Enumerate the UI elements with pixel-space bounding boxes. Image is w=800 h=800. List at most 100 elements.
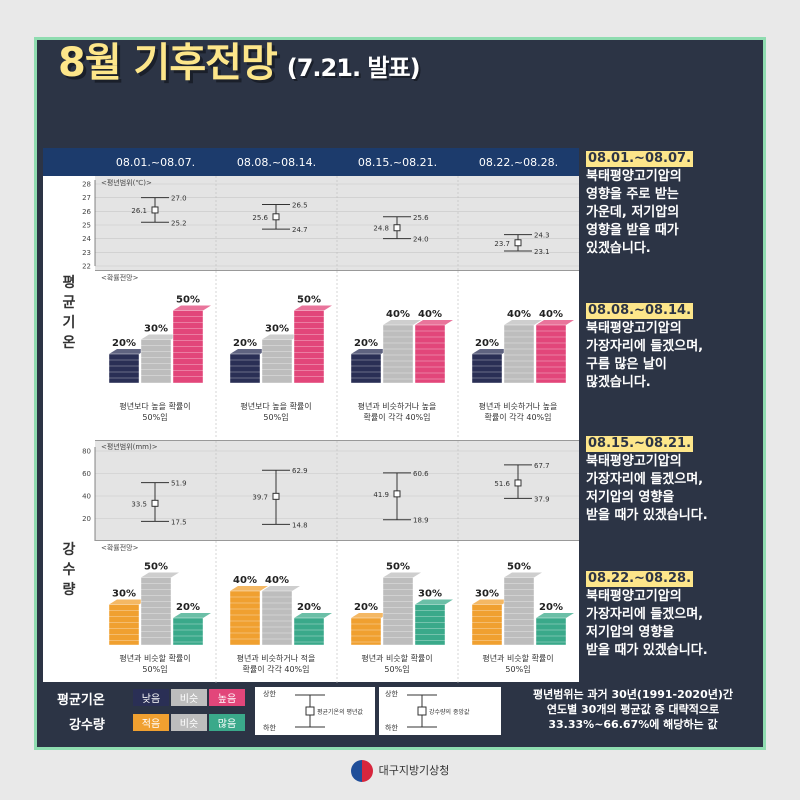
temp-prob-pct-normal: 40% [386, 309, 410, 320]
temp-prob-block-normal [503, 324, 535, 384]
precip-prob-block-top-high [173, 613, 211, 618]
precip-range-chart: 80 60 40 20 51.9 17.5 33.5 62.9 14.8 39.7 60.6 18.9… [82, 440, 579, 641]
legend-temp-upper: 상한 [263, 690, 276, 698]
precip-range-label: <평년범위(mm)> [101, 443, 158, 451]
temp-prob-block-top-normal [262, 334, 300, 340]
precip-prob-pct-low: 20% [354, 602, 378, 613]
range-group: 28 27 26 25 24 23 22 27.0 25.2 26.1 26.5 24.7 25.6 25… [82, 176, 579, 376]
temp-prob-block-top-low [109, 349, 147, 354]
temp-range-mid-label: 26.1 [131, 207, 147, 215]
temp-range-tick-label: 24 [82, 235, 91, 243]
precip-caption-3: 평년과 비슷할 확률이 50%임 [361, 654, 433, 674]
precip-prob-block-top-low [230, 586, 268, 591]
temp-prob-block-low [108, 353, 140, 384]
header-corner [43, 148, 95, 176]
kma-logo-icon [350, 760, 373, 782]
temp-caption-2: 평년보다 높을 확률이 50%임 [240, 402, 312, 422]
legend-temp-normal: 비슷 [171, 689, 207, 706]
temp-prob-label: <확률전망> [101, 274, 139, 282]
temp-range-low-label: 23.1 [534, 248, 550, 256]
precip-range-low-label: 37.9 [534, 495, 550, 503]
period-header-4: 08.22.~08.28. [458, 148, 579, 176]
temp-caption-3: 평년과 비슷하거나 높을 확률이 각각 40%임 [357, 402, 437, 422]
temp-range-high-label: 27.0 [171, 195, 187, 203]
temp-range-label: <평년범위(℃)> [101, 179, 152, 187]
precip-range-low-label: 18.9 [413, 517, 429, 525]
page-title: 8월 기후전망 (7.21. 발표) [58, 30, 421, 88]
temp-prob-block-top-high [536, 320, 574, 325]
precip-prob-pct-normal: 50% [386, 562, 410, 573]
precip-prob-block-top-low [472, 599, 510, 605]
precip-caption-1: 평년과 비슷할 확률이 50%임 [119, 654, 191, 674]
temp-prob-block-top-high [415, 320, 453, 325]
precip-prob-pct-high: 20% [176, 602, 200, 613]
legend-precip-high: 많음 [209, 714, 245, 731]
temp-prob-pct-high: 50% [176, 295, 200, 306]
temp-prob-block-low [471, 353, 503, 384]
precip-range-high-label: 67.7 [534, 462, 550, 470]
temp-prob-block-top-low [230, 349, 268, 354]
precip-prob-block-low [350, 617, 382, 646]
temp-prob-block-top-normal [383, 320, 421, 325]
legend-temp-mid: 평균기온의 평년값 [317, 709, 364, 716]
precip-range-low-label: 14.8 [292, 521, 308, 529]
temp-prob-pct-normal: 30% [265, 324, 289, 335]
temp-range-low-label: 24.7 [292, 226, 308, 234]
note-3-date: 08.15.~08.21. [586, 436, 694, 452]
precip-prob-pct-normal: 50% [144, 562, 168, 573]
temp-range-low-label: 24.0 [413, 236, 429, 244]
precip-prob-block-low [471, 604, 503, 646]
temp-prob-block-top-normal [504, 320, 542, 325]
temp-range-svg: 28 27 26 25 24 23 22 27.0 25.2 26.1 26.5 24.7 25.6 25… [82, 176, 579, 376]
temp-range-mid-label: 24.8 [373, 225, 389, 233]
note-2-date: 08.08.~08.14. [586, 303, 694, 319]
temp-prob-svg: 20% 30% 50% 20% 30% 50% 20% 40% 40% 20% 40% 40% [108, 271, 574, 571]
temp-range-high-label: 26.5 [292, 202, 308, 210]
note-1-date: 08.01.~08.07. [586, 151, 694, 167]
temp-range-chart: 28 27 26 25 24 23 22 27.0 25.2 26.1 26.5 24.7 25.6 25… [82, 176, 579, 376]
temp-range-range-mid [514, 239, 522, 247]
note-3: 08.15.~08.21. 북태평양고기압의 가장자리에 들겠으며, 저기압의 영향… [586, 436, 708, 523]
precip-prob-label: <확률전망> [101, 544, 139, 552]
precip-range-tick-label: 20 [82, 515, 91, 523]
precip-prob-block-top-normal [141, 572, 179, 578]
legend-precip-label: 강수량 [69, 718, 105, 733]
precip-caption-4: 평년과 비슷할 확률이 50%임 [482, 654, 554, 674]
precip-prob-block-high [414, 604, 446, 646]
legend-precip-range-box: 상한 하한 강수량의 중앙값 [379, 687, 501, 735]
precip-prob-svg: 30% 50% 20% 40% 40% 20% 20% 50% 30% 30% 50% 20% [108, 541, 574, 800]
precip-prob-pct-low: 40% [233, 575, 257, 586]
temp-prob-pct-normal: 30% [144, 324, 168, 335]
temp-prob-block-top-low [351, 349, 389, 354]
temp-range-tick-label: 27 [82, 194, 91, 202]
temp-prob-pct-low: 20% [233, 338, 257, 349]
legend-temp-range-box: 상한 하한 평균기온의 평년값 [255, 687, 375, 735]
title-sub: (7.21. 발표) [286, 54, 421, 82]
legend-temp-range-glyph [295, 694, 325, 728]
temp-range-high-label: 24.3 [534, 232, 550, 240]
precip-prob-pct-low: 30% [112, 589, 136, 600]
precip-prob-pct-normal: 50% [507, 562, 531, 573]
legend-temp-low: 낮음 [133, 689, 169, 706]
temp-range-mid-label: 23.7 [494, 240, 510, 248]
note-4-date: 08.22.~08.28. [586, 571, 694, 587]
temp-prob-block-top-high [294, 305, 332, 311]
precip-prob-pct-high: 20% [539, 602, 563, 613]
temp-range-low-label: 25.2 [171, 219, 187, 227]
temp-prob-pct-high: 40% [418, 309, 442, 320]
precip-prob-pct-low: 30% [475, 589, 499, 600]
precip-range-mid-label: 51.6 [494, 480, 510, 488]
temp-prob-pct-high: 40% [539, 309, 563, 320]
temp-range-range-mid [272, 213, 280, 221]
precip-prob-pct-high: 20% [297, 602, 321, 613]
temp-prob-block-high [414, 324, 446, 384]
precip-range-tick-label: 60 [82, 470, 91, 478]
legend-precip-upper: 상한 [385, 690, 398, 698]
temp-range-mid-label: 25.6 [252, 214, 268, 222]
precip-range-tick-label: 40 [82, 493, 91, 501]
precip-range-range-mid [393, 490, 401, 498]
range-group: 80 60 40 20 51.9 17.5 33.5 62.9 14.8 39.7 60.6 18.9… [82, 441, 579, 641]
precip-range-low-label: 17.5 [171, 518, 187, 526]
temp-prob-block-normal [140, 339, 172, 384]
